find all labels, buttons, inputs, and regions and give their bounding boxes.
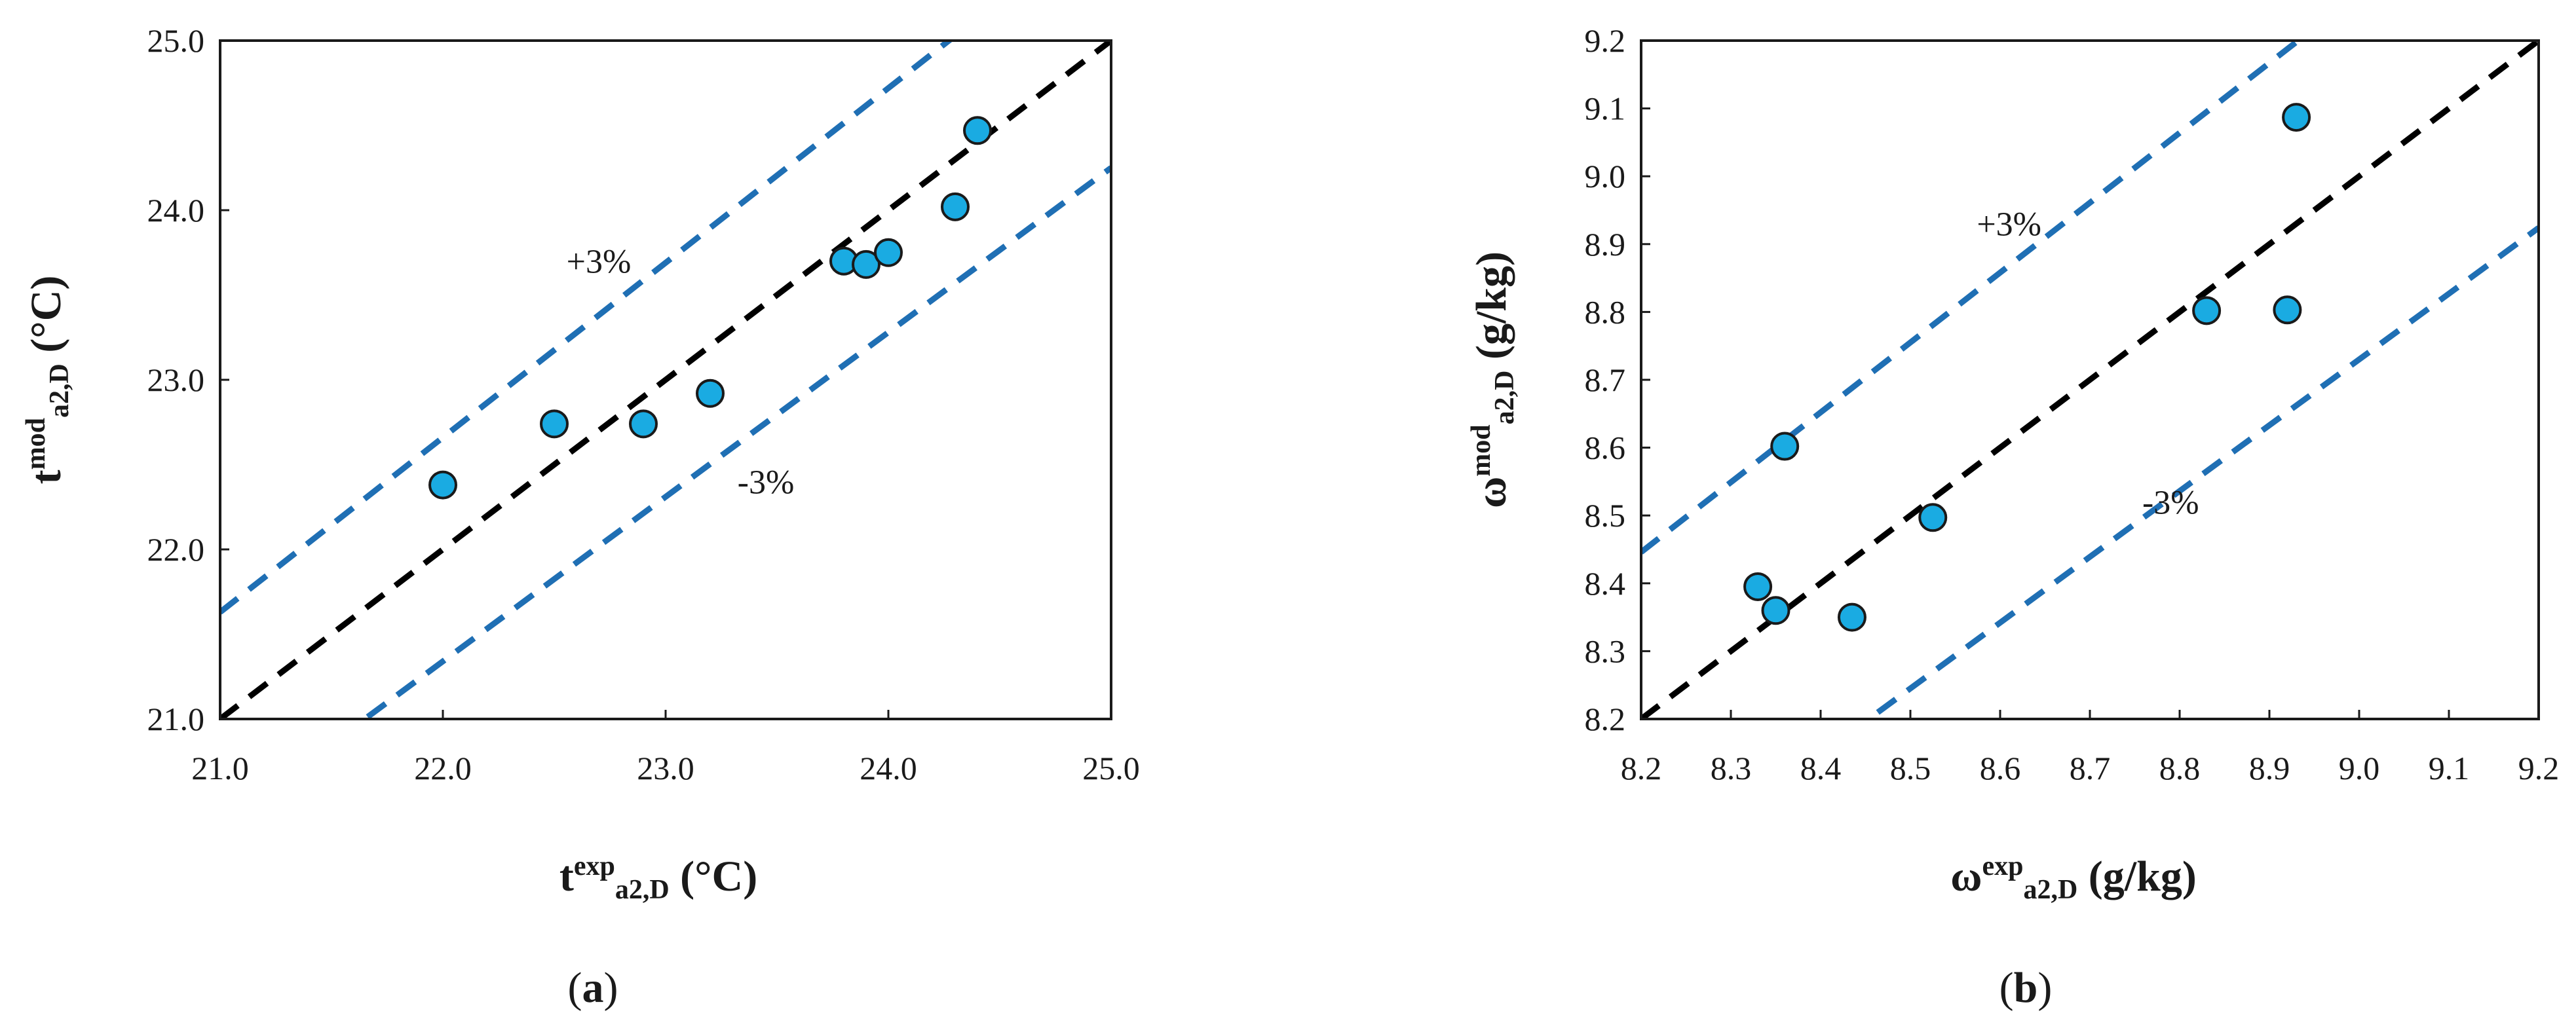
x-axis-title-sub: a2,D (615, 875, 670, 905)
y-tick-label: 8.2 (1585, 701, 1626, 737)
x-tick-label: 23.0 (637, 750, 694, 786)
data-point (696, 378, 725, 408)
y-axis-title-base: t (22, 470, 70, 484)
y-axis-title-unit: (°C) (22, 276, 70, 364)
x-tick-label: 9.0 (2339, 750, 2380, 786)
y-axis-title-b: ωmoda2,D (g/kg) (1466, 251, 1520, 508)
x-axis-title-sub: a2,D (2023, 875, 2077, 905)
data-point (1837, 602, 1866, 632)
y-tick-label: 25.0 (147, 22, 205, 59)
data-point (629, 409, 658, 439)
x-tick-label: 9.1 (2429, 750, 2470, 786)
y-tick-label: 8.8 (1585, 293, 1626, 330)
reference-line-minus-3 (360, 165, 1111, 719)
data-point (2282, 103, 2311, 132)
x-axis-title-base: ω (1950, 853, 1982, 900)
y-tick-label: 24.0 (147, 192, 205, 229)
data-point (941, 192, 970, 221)
y-tick-label: 8.9 (1585, 226, 1626, 263)
y-axis-title-sub: a2,D (1490, 371, 1520, 425)
reference-line-identity (1641, 41, 2539, 719)
y-tick-label: 8.3 (1585, 633, 1626, 669)
panel-letter-b: b (2014, 964, 2038, 1012)
y-tick-label: 21.0 (147, 701, 205, 737)
x-tick-label: 25.0 (1082, 750, 1140, 786)
data-point (2192, 296, 2222, 325)
y-tick-label: 8.7 (1585, 361, 1626, 398)
x-axis-title-base: t (559, 853, 574, 900)
annotation-label: -3% (2142, 484, 2199, 521)
x-axis-title-a: texpa2,D (°C) (559, 851, 757, 905)
x-tick-label: 8.6 (1980, 750, 2021, 786)
reference-line-plus-3 (220, 41, 954, 615)
reference-line-plus-3 (1641, 41, 2303, 555)
x-tick-label: 8.9 (2249, 750, 2290, 786)
x-tick-label: 21.0 (191, 750, 249, 786)
panel-label-a: (a) (568, 964, 618, 1012)
reference-line-identity (220, 41, 1111, 719)
y-axis-title-sup: mod (1466, 424, 1496, 476)
annotation-label: +3% (567, 244, 632, 281)
x-axis-title-unit: (g/kg) (2077, 853, 2197, 900)
x-axis-title-unit: (°C) (670, 853, 758, 900)
y-tick-label: 8.6 (1585, 430, 1626, 466)
y-axis-title-unit: (g/kg) (1468, 251, 1515, 371)
y-tick-label: 8.5 (1585, 497, 1626, 534)
y-axis-title-a: tmoda2,D (°C) (21, 276, 75, 485)
plot-area-b: 8.2 8.3 8.4 8.5 8.6 8.7 8.8 8.9 9.0 9.1 9.2 8.2 8.3 8… (1585, 22, 2560, 786)
x-tick-label: 8.5 (1890, 750, 1931, 786)
data-point (540, 409, 569, 439)
data-point (874, 238, 903, 267)
x-tick-label: 9.2 (2518, 750, 2560, 786)
y-tick-label: 9.1 (1585, 90, 1626, 127)
data-point (852, 249, 881, 279)
data-point (1918, 503, 1948, 532)
y-tick-label: 23.0 (147, 361, 205, 398)
panel-letter-a: a (582, 964, 604, 1012)
y-tick-label: 9.0 (1585, 158, 1626, 194)
plot-area-a: 21.0 22.0 23.0 24.0 25.0 21.0 22.0 23.0 24.0 25.0… (147, 22, 1140, 786)
data-point (1770, 432, 1800, 461)
panel-label-b: (b) (1999, 964, 2053, 1012)
data-point (1743, 572, 1773, 601)
y-tick-label: 22.0 (147, 531, 205, 568)
chart-panel-b: 8.2 8.3 8.4 8.5 8.6 8.7 8.8 8.9 9.0 9.1 9.2 8.2 8.3 8… (1466, 22, 2560, 1012)
x-tick-label: 8.4 (1800, 750, 1842, 786)
reference-line-minus-3 (1863, 225, 2539, 719)
x-axis-title-sup: exp (574, 851, 615, 881)
x-tick-label: 8.8 (2159, 750, 2201, 786)
data-point (2273, 295, 2302, 325)
x-tick-label: 8.2 (1621, 750, 1662, 786)
data-point (963, 116, 992, 145)
annotation-label: -3% (738, 464, 795, 501)
data-point (428, 470, 457, 500)
chart-panel-a: 21.0 22.0 23.0 24.0 25.0 21.0 22.0 23.0 24.0 25.0… (21, 22, 1140, 1012)
y-axis-title-base: ω (1468, 477, 1515, 508)
annotation-label: +3% (1977, 206, 2041, 244)
x-axis-title-sup: exp (1982, 851, 2023, 881)
x-tick-label: 24.0 (860, 750, 917, 786)
data-point (1761, 596, 1790, 625)
x-tick-label: 8.7 (2070, 750, 2111, 786)
x-tick-label: 8.3 (1711, 750, 1752, 786)
x-axis-title-b: ωexpa2,D (g/kg) (1950, 851, 2197, 905)
y-axis-title-sub: a2,D (45, 363, 75, 418)
y-axis-title-sup: mod (21, 418, 51, 470)
x-tick-label: 22.0 (414, 750, 472, 786)
y-tick-label: 9.2 (1585, 22, 1626, 59)
y-tick-label: 8.4 (1585, 565, 1626, 602)
